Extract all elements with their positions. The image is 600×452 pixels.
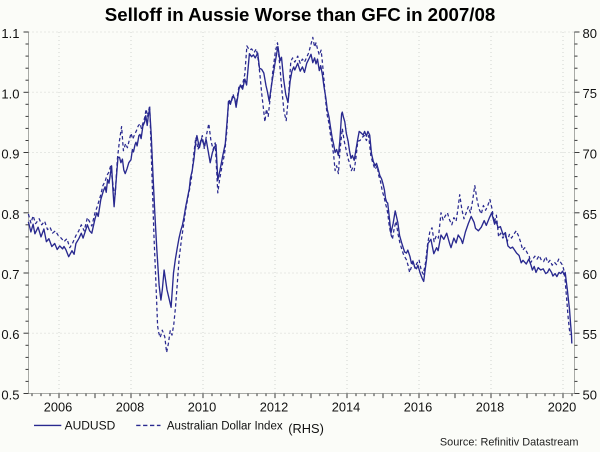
- svg-text:60: 60: [583, 267, 597, 282]
- svg-text:2016: 2016: [404, 400, 432, 415]
- svg-text:2010: 2010: [188, 400, 216, 415]
- svg-text:0.5: 0.5: [1, 388, 19, 403]
- svg-text:2012: 2012: [260, 400, 288, 415]
- svg-text:(RHS): (RHS): [288, 421, 324, 436]
- svg-text:0.8: 0.8: [1, 207, 19, 222]
- svg-text:55: 55: [583, 327, 597, 342]
- svg-text:0.9: 0.9: [1, 147, 19, 162]
- svg-text:70: 70: [583, 147, 597, 162]
- svg-text:65: 65: [583, 207, 597, 222]
- svg-text:2018: 2018: [476, 400, 504, 415]
- svg-text:Australian Dollar Index: Australian Dollar Index: [167, 420, 283, 432]
- svg-text:AUDUSD: AUDUSD: [65, 418, 116, 432]
- svg-text:80: 80: [583, 26, 597, 41]
- svg-text:2006: 2006: [44, 400, 72, 415]
- svg-text:2008: 2008: [116, 400, 144, 415]
- svg-text:75: 75: [583, 86, 597, 101]
- svg-text:1.0: 1.0: [1, 86, 19, 101]
- svg-text:2020: 2020: [548, 400, 576, 415]
- svg-text:0.7: 0.7: [1, 267, 19, 282]
- svg-text:1.1: 1.1: [1, 26, 19, 41]
- svg-text:2014: 2014: [332, 400, 360, 415]
- svg-text:0.6: 0.6: [1, 327, 19, 342]
- svg-text:Source: Refinitiv Datastream: Source: Refinitiv Datastream: [440, 436, 579, 448]
- svg-text:50: 50: [583, 388, 597, 403]
